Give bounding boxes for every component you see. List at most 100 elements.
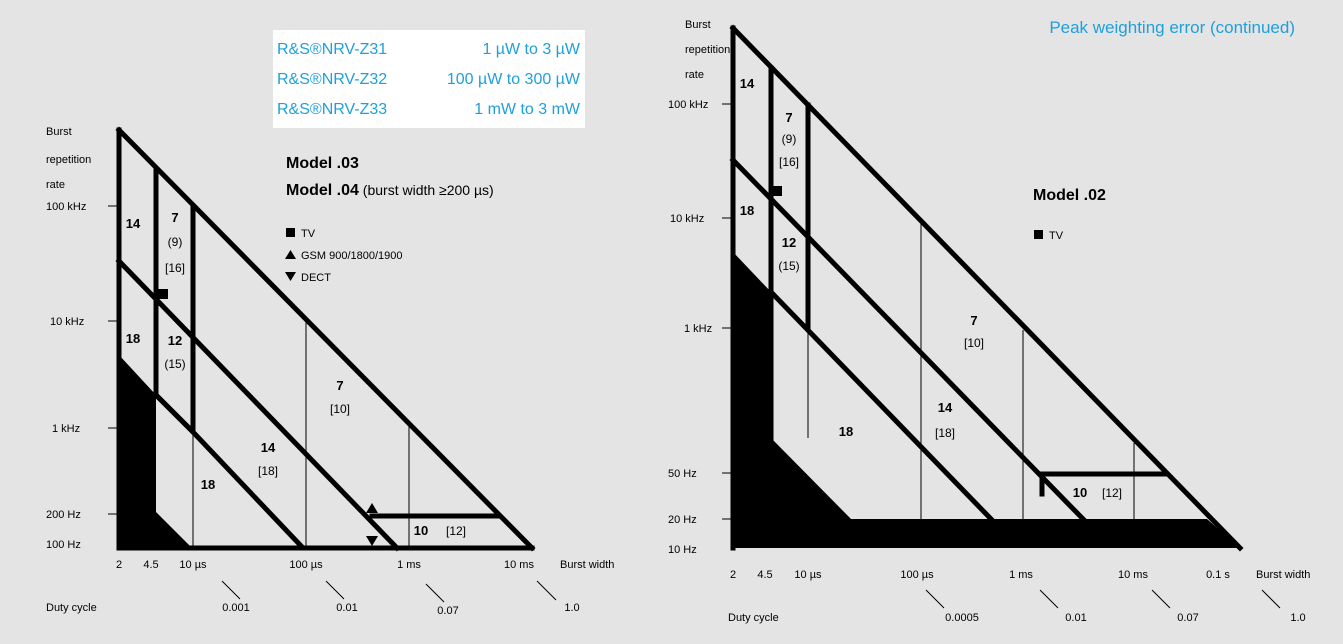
left-boundary-diagonal-2 xyxy=(115,257,401,552)
right-boundary-outer-diagonal xyxy=(729,24,1244,552)
right-region-12-paren: (15) xyxy=(778,259,799,273)
right-y-tick-10hz: 10 Hz xyxy=(668,544,697,556)
sensor-model-2: R&S®NRV-Z32 xyxy=(277,71,387,88)
right-region-10-bold: 10 xyxy=(1073,485,1087,500)
right-y-tick-100khz: 100 kHz xyxy=(668,99,708,111)
right-model-title: Model .02 xyxy=(1033,187,1106,204)
right-region-7-bold: 7 xyxy=(785,110,792,125)
right-region-10-bracket: [12] xyxy=(1102,486,1122,500)
right-region-12-bold: 12 xyxy=(782,235,796,250)
left-duty-tick-007 xyxy=(425,583,445,603)
left-region-14-mid-bold: 14 xyxy=(261,440,276,455)
right-region-14-mid-bracket: [18] xyxy=(935,426,955,440)
right-duty-value-1: 1.0 xyxy=(1290,612,1305,624)
left-x-tick-10us: 10 µs xyxy=(179,559,207,571)
left-dect-marker-icon xyxy=(366,536,378,546)
right-duty-tick-001 xyxy=(1039,589,1059,609)
left-y-axis-title-1: Burst xyxy=(46,126,72,138)
right-duty-value-00005: 0.0005 xyxy=(945,612,979,624)
right-tv-marker-icon xyxy=(772,186,782,196)
left-boundary-diagonal-4 xyxy=(154,393,195,434)
right-region-14-mid-bold: 14 xyxy=(938,400,953,415)
left-region-18-bottom: 18 xyxy=(201,477,215,492)
right-x-tick-10us: 10 µs xyxy=(794,569,822,581)
left-y-tick-100khz: 100 kHz xyxy=(46,201,86,213)
left-region-7-mid-bracket: [10] xyxy=(330,402,350,416)
right-x-axis-title: Burst width xyxy=(1256,569,1310,581)
left-model-title-2-note: (burst width ≥200 µs) xyxy=(359,182,494,198)
right-x-tick-4p5: 4.5 xyxy=(757,569,772,581)
left-duty-tick-1 xyxy=(536,580,557,601)
left-boundary-outer-diagonal xyxy=(115,126,536,552)
right-duty-tick-00005 xyxy=(925,589,945,609)
right-duty-value-001: 0.01 xyxy=(1065,612,1086,624)
left-legend-tv-label: TV xyxy=(301,228,316,240)
right-region-18-top: 18 xyxy=(740,203,754,218)
left-x-tick-2: 2 xyxy=(116,559,122,571)
right-duty-title: Duty cycle xyxy=(728,612,779,624)
right-region-7-mid-bracket: [10] xyxy=(964,336,984,350)
left-region-14-mid-bracket: [18] xyxy=(258,464,278,478)
sensor-legend-box xyxy=(273,30,585,128)
left-y-tick-10khz: 10 kHz xyxy=(50,316,84,328)
sensor-range-1: 1 µW to 3 µW xyxy=(482,41,580,58)
left-model-title-1: Model .03 xyxy=(286,155,359,172)
left-region-14-top: 14 xyxy=(126,216,141,231)
sensor-model-3: R&S®NRV-Z33 xyxy=(277,101,387,118)
left-x-tick-100us: 100 µs xyxy=(289,559,323,571)
right-duty-tick-1 xyxy=(1261,589,1281,609)
left-x-tick-4p5: 4.5 xyxy=(143,559,158,571)
right-y-axis-title-2: repetition xyxy=(685,44,730,56)
left-legend-square-icon xyxy=(286,228,295,237)
left-duty-value-001: 0.01 xyxy=(336,602,357,614)
right-black-region xyxy=(733,252,1240,548)
right-legend-square-icon xyxy=(1034,230,1043,239)
sensor-range-3: 1 mW to 3 mW xyxy=(474,101,581,118)
left-duty-value-1: 1.0 xyxy=(564,602,579,614)
sensor-range-2: 100 µW to 300 µW xyxy=(447,71,581,88)
left-diagram: Burst repetition rate 100 kHz 10 kHz 1 k… xyxy=(46,126,614,617)
left-black-region xyxy=(119,355,192,548)
sensor-model-1: R&S®NRV-Z31 xyxy=(277,41,387,58)
right-y-tick-50hz: 50 Hz xyxy=(668,468,697,480)
left-model-title-2-bold: Model .04 xyxy=(286,182,359,199)
right-region-14-top: 14 xyxy=(740,76,755,91)
left-boundary-diagonal-5 xyxy=(191,430,305,550)
left-x-axis-title: Burst width xyxy=(560,559,614,571)
left-legend-dect-label: DECT xyxy=(301,272,331,284)
left-duty-tick-0001 xyxy=(221,580,241,600)
right-x-tick-01s: 0.1 s xyxy=(1206,569,1230,581)
left-duty-value-0001: 0.001 xyxy=(222,602,250,614)
left-region-7-bracket: [16] xyxy=(165,261,185,275)
right-x-tick-100us: 100 µs xyxy=(900,569,934,581)
right-x-tick-2: 2 xyxy=(730,569,736,581)
left-duty-tick-001 xyxy=(325,580,345,600)
left-region-10-bold: 10 xyxy=(414,523,428,538)
left-region-12-paren: (15) xyxy=(164,357,185,371)
left-region-18-top: 18 xyxy=(126,331,140,346)
left-legend-gsm-label: GSM 900/1800/1900 xyxy=(301,250,403,262)
left-region-12-bold: 12 xyxy=(168,333,182,348)
left-duty-value-007: 0.07 xyxy=(437,605,458,617)
right-region-7-bracket: [16] xyxy=(779,155,799,169)
right-duty-tick-007 xyxy=(1151,589,1171,609)
right-y-tick-10khz: 10 kHz xyxy=(670,213,704,225)
left-y-axis-title-2: repetition xyxy=(46,154,91,166)
left-region-7-paren: (9) xyxy=(168,235,183,249)
right-y-axis-title-1: Burst xyxy=(685,19,711,31)
left-duty-title: Duty cycle xyxy=(46,602,97,614)
sensor-legend: R&S®NRV-Z31 1 µW to 3 µW R&S®NRV-Z32 100… xyxy=(273,30,585,128)
left-region-7-bold: 7 xyxy=(171,210,178,225)
page-title: Peak weighting error (continued) xyxy=(1049,18,1295,37)
left-legend-up-triangle-icon xyxy=(285,250,296,259)
right-x-tick-10ms: 10 ms xyxy=(1118,569,1148,581)
left-region-7-mid-bold: 7 xyxy=(336,378,343,393)
left-y-tick-1khz: 1 kHz xyxy=(52,423,80,435)
left-x-tick-10ms: 10 ms xyxy=(504,559,534,571)
left-model-title-2: Model .04 (burst width ≥200 µs) xyxy=(286,182,494,199)
right-y-tick-20hz: 20 Hz xyxy=(668,514,697,526)
left-y-tick-100hz: 100 Hz xyxy=(46,539,81,551)
left-x-tick-1ms: 1 ms xyxy=(397,559,421,571)
left-gsm-marker-icon xyxy=(366,503,378,513)
